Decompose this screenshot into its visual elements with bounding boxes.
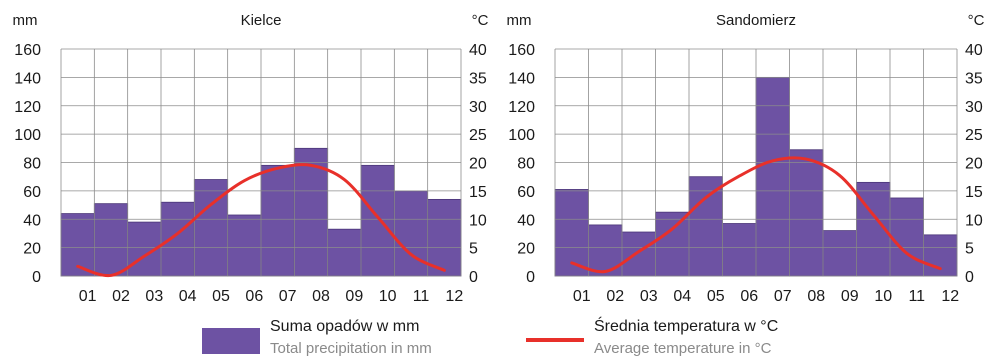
chart-2-xtick-12: 12 [941,288,959,305]
chart-2-bar-08 [790,150,824,276]
chart-1-ytick-right-15: 15 [469,184,487,201]
chart-1-ytick-left-160: 160 [14,42,41,59]
chart-2-ytick-right-0: 0 [965,269,974,286]
chart-1-ytick-left-0: 0 [32,269,41,286]
legend-temperature-swatch [526,338,584,342]
chart-2-ytick-left-20: 20 [517,241,535,258]
chart-1-ytick-right-35: 35 [469,70,487,87]
chart-1-xtick-04: 04 [179,288,197,305]
chart-2-ytick-right-5: 5 [965,241,974,258]
chart-2-xtick-04: 04 [673,288,691,305]
chart-1-ytick-left-60: 60 [23,184,41,201]
chart-1-ytick-right-30: 30 [469,99,487,116]
chart-1-ytick-left-20: 20 [23,241,41,258]
chart-1-xtick-07: 07 [279,288,297,305]
chart-2-bar-07 [756,77,790,276]
chart-2-ytick-right-35: 35 [965,70,983,87]
chart-1-xtick-06: 06 [245,288,263,305]
chart-2-ytick-right-20: 20 [965,156,983,173]
chart-2-xtick-09: 09 [841,288,859,305]
chart-2-bar-02 [589,225,623,276]
chart-1-right-unit: °C [472,12,489,29]
legend-temperature-sublabel: Average temperature in °C [594,340,771,357]
legend-temperature-label: Średnia temperatura w °C [594,318,778,336]
chart-2-ytick-right-30: 30 [965,99,983,116]
chart-2-xtick-02: 02 [606,288,624,305]
chart-2-ytick-left-0: 0 [526,269,535,286]
chart-1-xtick-01: 01 [79,288,97,305]
chart-1-bar-09 [328,229,361,276]
chart-2-ytick-right-15: 15 [965,184,983,201]
chart-2-ytick-left-40: 40 [517,212,535,229]
chart-1-ytick-right-0: 0 [469,269,478,286]
chart-1-ytick-right-5: 5 [469,241,478,258]
chart-1-bar-10 [361,165,394,276]
chart-1-xtick-11: 11 [413,288,430,305]
chart-1-ytick-left-120: 120 [14,99,41,116]
chart-2-bar-05 [689,177,723,276]
chart-2-xtick-10: 10 [874,288,892,305]
chart-1-ytick-right-25: 25 [469,127,487,144]
chart-1-bar-04 [161,202,194,276]
chart-2-title: Sandomierz [716,12,796,29]
chart-2-ytick-left-60: 60 [517,184,535,201]
chart-1-ytick-right-20: 20 [469,156,487,173]
chart-1-xtick-08: 08 [312,288,330,305]
chart-1-xtick-02: 02 [112,288,130,305]
chart-2-ytick-left-120: 120 [508,99,535,116]
chart-2-ytick-left-100: 100 [508,127,535,144]
chart-1-ytick-left-40: 40 [23,212,41,229]
chart-1-left-unit: mm [13,12,38,29]
legend-precipitation-swatch [202,328,260,354]
chart-1-xtick-09: 09 [345,288,363,305]
legend-temperature: Średnia temperatura w °C Average tempera… [526,318,846,360]
chart-2-xtick-11: 11 [908,288,925,305]
chart-2-xtick-05: 05 [707,288,725,305]
legend-precipitation-label: Suma opadów w mm [270,318,419,336]
chart-2-xtick-08: 08 [807,288,825,305]
chart-2-xtick-07: 07 [774,288,792,305]
chart-2-bar-03 [622,232,656,276]
chart-2-xtick-03: 03 [640,288,658,305]
chart-2-ytick-right-40: 40 [965,42,983,59]
legend-precipitation: Suma opadów w mm Total precipitation in … [202,318,482,360]
chart-1-bar-07 [261,165,294,276]
chart-1-xtick-05: 05 [212,288,230,305]
chart-1-bar-06 [228,215,261,276]
chart-1-ytick-right-40: 40 [469,42,487,59]
legend-precipitation-sublabel: Total precipitation in mm [270,340,432,357]
chart-2-ytick-left-140: 140 [508,70,535,87]
chart-1-xtick-10: 10 [379,288,397,305]
chart-2-ytick-left-80: 80 [517,156,535,173]
chart-1-xtick-12: 12 [445,288,463,305]
chart-2-ytick-left-160: 160 [508,42,535,59]
chart-1-xtick-03: 03 [145,288,163,305]
chart-1-ytick-right-10: 10 [469,212,487,229]
chart-1-ytick-left-100: 100 [14,127,41,144]
chart-2-right-unit: °C [968,12,985,29]
chart-2-bar-11 [890,198,924,276]
chart-2-xtick-01: 01 [573,288,591,305]
chart-1-ytick-left-140: 140 [14,70,41,87]
chart-2-ytick-right-25: 25 [965,127,983,144]
chart-2-bar-04 [656,212,690,276]
chart-2-left-unit: mm [507,12,532,29]
chart-2-ytick-right-10: 10 [965,212,983,229]
chart-1-ytick-left-80: 80 [23,156,41,173]
chart-1-title: Kielce [241,12,282,29]
chart-2-xtick-06: 06 [740,288,758,305]
chart-2-bar-06 [723,224,757,276]
chart-2-bar-09 [823,231,857,276]
chart-1-bar-11 [394,191,427,276]
chart-1-bar-02 [94,204,127,276]
